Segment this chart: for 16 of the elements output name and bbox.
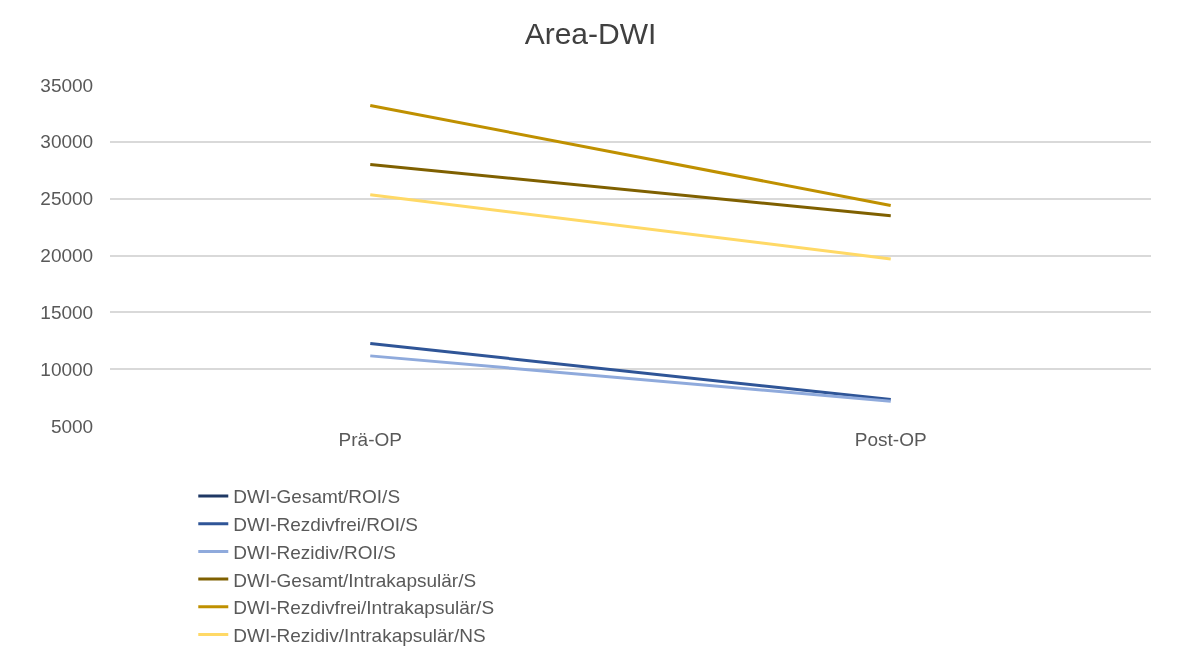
x-tick-label: Post-OP [854, 429, 927, 450]
x-tick-label: Prä-OP [338, 429, 402, 450]
legend-label: DWI-Gesamt/ROI/S [233, 486, 401, 508]
chart-title: Area-DWI [524, 17, 657, 51]
legend-label: DWI-Rezdivfrei/Intrakapsulär/S [233, 597, 495, 619]
y-tick-label: 15000 [40, 301, 94, 323]
y-tick-label: 20000 [40, 245, 94, 267]
legend-label: DWI-Gesamt/Intrakapsulär/S [233, 569, 477, 591]
y-tick-label: 30000 [40, 131, 94, 153]
y-tick-label: 10000 [40, 358, 94, 380]
legend-label: DWI-Rezidiv/Intrakapsulär/NS [233, 624, 486, 646]
y-tick-label: 25000 [40, 188, 94, 210]
y-tick-label: 5000 [50, 415, 94, 437]
legend-label: DWI-Rezidiv/ROI/S [233, 541, 396, 563]
legend-label: DWI-Rezdivfrei/ROI/S [233, 514, 419, 536]
y-tick-label: 35000 [40, 74, 94, 96]
